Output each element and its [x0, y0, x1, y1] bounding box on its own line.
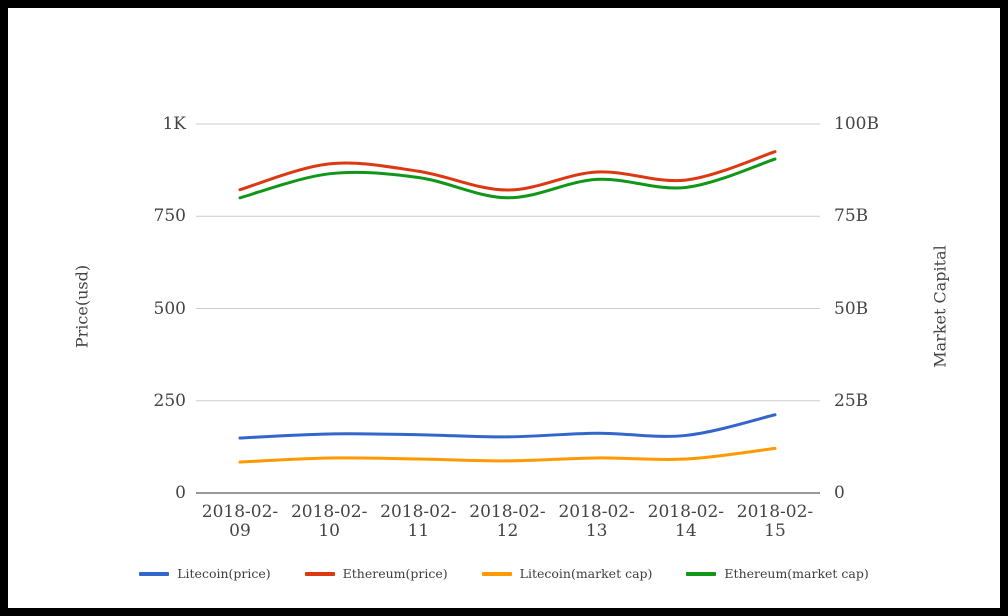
legend-item-litecoin-market-cap: Litecoin(market cap) [481, 566, 653, 581]
plot-area[interactable] [8, 8, 1000, 608]
left-y-tick-label: 750 [153, 206, 186, 227]
x-tick-label: 2018-02- 09 [201, 502, 279, 541]
x-tick-label: 2018-02- 14 [647, 502, 725, 541]
left-y-tick-label: 1K [162, 114, 186, 134]
left-y-tick-label: 0 [175, 483, 186, 503]
x-tick-label: 2018-02- 11 [380, 502, 457, 541]
right-axis-title: Market Capital [930, 245, 950, 368]
right-y-tick-label: 0 [834, 483, 845, 503]
legend: Litecoin(price) Ethereum(price) Litecoin(m… [8, 566, 1000, 581]
legend-item-litecoin-price: Litecoin(price) [139, 566, 271, 581]
left-y-tick-label: 500 [153, 298, 186, 319]
left-axis-title: Price(usd) [72, 264, 92, 349]
series-line-ethereum-price [238, 150, 777, 192]
right-y-tick-label: 100B [834, 114, 879, 134]
x-tick-label: 2018-02- 15 [736, 502, 814, 541]
x-tick-label: 2018-02- 10 [290, 502, 368, 541]
legend-label: Litecoin(price) [177, 566, 271, 581]
x-tick-label: 2018-02- 13 [558, 502, 635, 541]
x-tick-label: 2018-02- 12 [469, 502, 546, 541]
legend-swatch-icon [481, 571, 512, 576]
legend-label: Ethereum(price) [342, 566, 448, 581]
legend-item-ethereum-market-cap: Ethereum(market cap) [686, 566, 869, 581]
right-y-tick-label: 50B [834, 298, 869, 319]
series-line-ethereum-market-cap [238, 157, 777, 200]
left-y-tick-label: 250 [153, 390, 186, 411]
chart-canvas: Price(usd) Market Capital 1K 750 500 250 0 1… [8, 8, 1000, 608]
legend-label: Litecoin(market cap) [519, 566, 653, 581]
right-y-tick-label: 75B [834, 206, 869, 227]
legend-swatch-icon [139, 571, 170, 576]
series-line-litecoin-price [238, 413, 777, 440]
right-y-tick-label: 25B [834, 390, 869, 411]
legend-swatch-icon [304, 571, 335, 576]
legend-swatch-icon [686, 571, 717, 576]
legend-item-ethereum-price: Ethereum(price) [304, 566, 448, 581]
legend-label: Ethereum(market cap) [724, 566, 869, 581]
series-line-litecoin-market-cap [238, 446, 777, 464]
